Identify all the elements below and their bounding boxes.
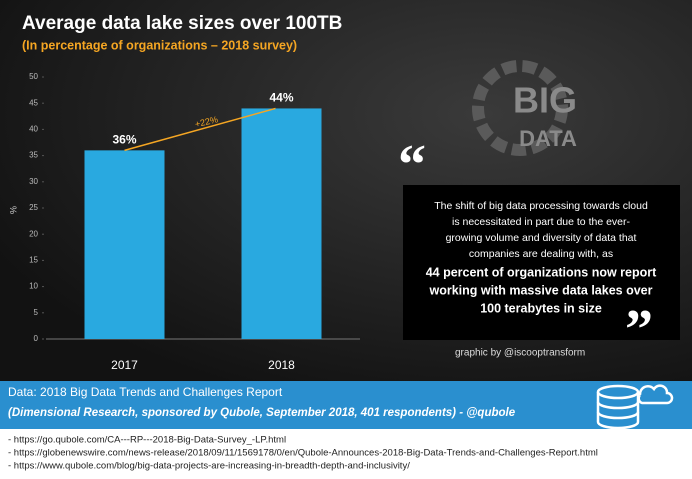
y-tick-label: 5: [34, 308, 39, 317]
value-label: 36%: [112, 133, 136, 147]
quote-line: is necessitated in part due to the ever-: [452, 216, 631, 228]
chart-title: Average data lake sizes over 100TB: [22, 13, 342, 34]
logo-text: BIG: [513, 80, 577, 121]
y-tick-label: 15: [29, 256, 38, 265]
quote-emphasis: 44 percent of organizations now report: [426, 265, 657, 279]
link: - https://globenewswire.com/news-release…: [8, 448, 598, 459]
links-area: [0, 429, 692, 479]
source-title: Data: 2018 Big Data Trends and Challenge…: [8, 385, 283, 399]
y-tick-label: 50: [29, 72, 38, 81]
quote-line: growing volume and diversity of data tha…: [446, 232, 637, 244]
y-tick-label: 45: [29, 98, 38, 107]
quote-mark: ”: [625, 299, 653, 361]
y-tick-label: 25: [29, 203, 38, 212]
database-icon: [596, 384, 674, 430]
link: - https://www.qubole.com/blog/big-data-p…: [8, 461, 410, 472]
quote-mark: “: [398, 134, 426, 196]
quote-box: [403, 185, 680, 340]
bar: [84, 150, 165, 339]
links: - https://go.qubole.com/CA---RP---2018-B…: [8, 435, 598, 472]
logo-text: DATA: [519, 126, 577, 151]
y-tick-label: 10: [29, 282, 38, 291]
quote-line: The shift of big data processing towards…: [434, 200, 648, 212]
y-tick-label: 40: [29, 125, 38, 134]
y-tick-label: 30: [29, 177, 38, 186]
y-tick-label: 35: [29, 151, 38, 160]
chart-subtitle: (In percentage of organizations – 2018 s…: [22, 38, 297, 52]
link: - https://go.qubole.com/CA---RP---2018-B…: [8, 435, 286, 446]
trend-arrow: [124, 107, 276, 152]
source-detail: (Dimensional Research, sponsored by Qubo…: [8, 407, 516, 419]
y-axis-label: %: [8, 206, 18, 214]
quote-emphasis: 100 terabytes in size: [480, 301, 602, 315]
quote-emphasis: working with massive data lakes over: [428, 283, 652, 297]
y-tick-label: 0: [34, 334, 39, 343]
y-tick-label: 20: [29, 229, 38, 238]
logo-gear: [472, 60, 568, 156]
source-band: [0, 381, 692, 429]
quote-text: The shift of big data processing towards…: [426, 200, 657, 316]
quote-line: companies are dealing with, as: [469, 248, 613, 260]
x-tick-label: 2017: [111, 358, 138, 372]
bar: [241, 108, 322, 339]
value-label: 44%: [269, 91, 293, 105]
x-tick-label: 2018: [268, 358, 295, 372]
credit: graphic by @iscooptransform: [455, 348, 585, 359]
